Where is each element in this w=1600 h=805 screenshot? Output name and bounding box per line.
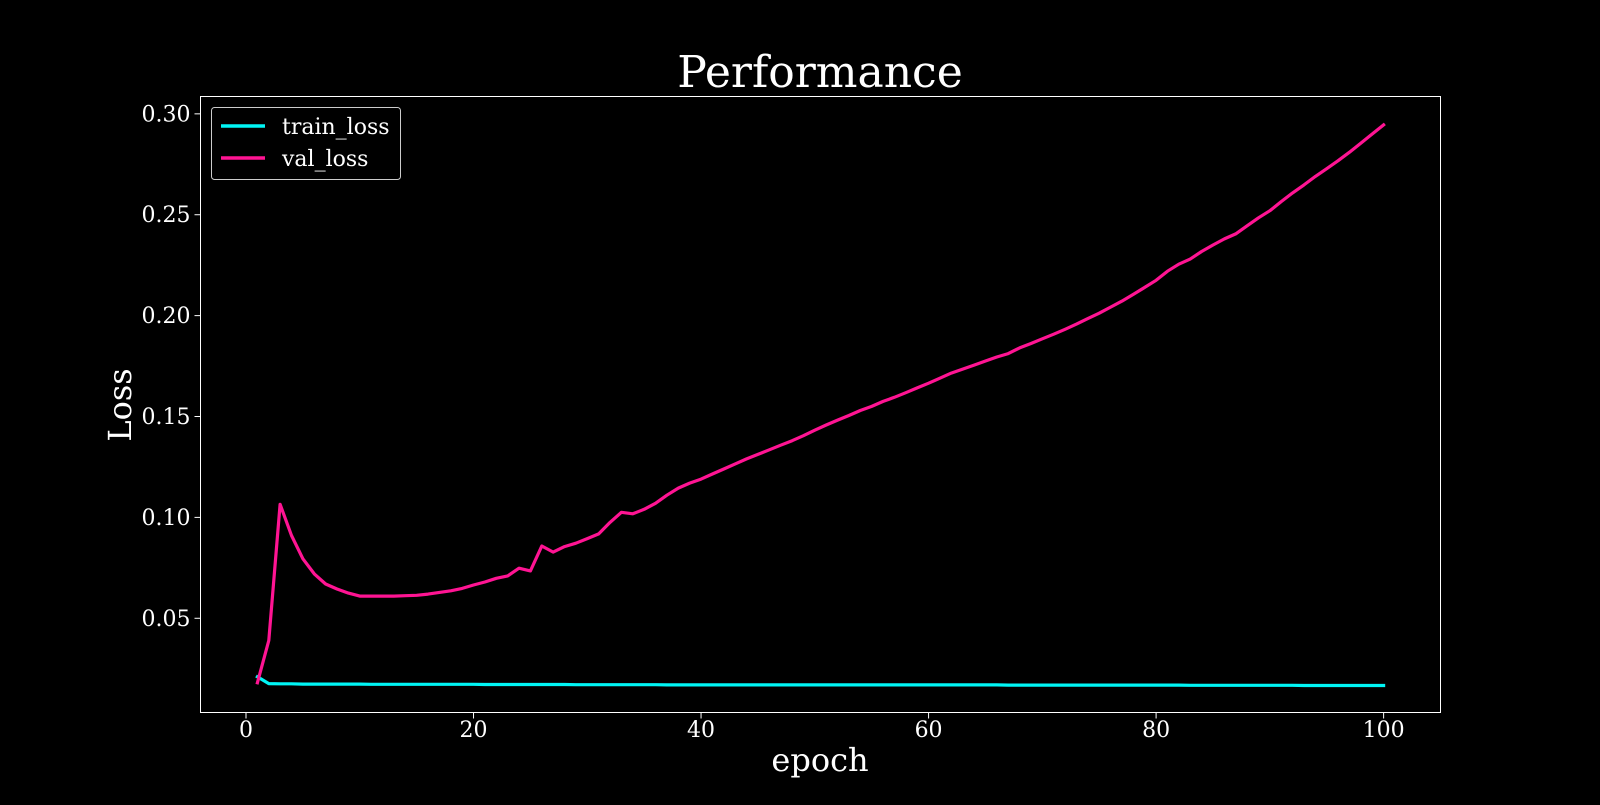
series-layer (255, 122, 1386, 688)
y-tick-label: 0.20 (142, 304, 191, 329)
y-axis-ticks: 0.05 0.10 0.15 0.20 0.25 0.30 (142, 102, 201, 632)
series-line-val-loss (255, 122, 1386, 685)
legend-label-train-loss: train_loss (282, 115, 390, 140)
legend-label-val-loss: val_loss (281, 147, 368, 172)
x-tick-label: 20 (460, 718, 488, 743)
y-tick-label: 0.15 (142, 405, 191, 430)
y-tick-label: 0.25 (142, 203, 191, 228)
legend: train_loss val_loss (211, 107, 401, 180)
y-tick-label: 0.30 (142, 102, 191, 127)
plot-area-frame (200, 96, 1441, 713)
y-tick-label: 0.10 (142, 506, 191, 531)
chart-title: Performance (677, 47, 962, 98)
y-tick-label: 0.05 (142, 607, 191, 632)
series-line-train-loss (255, 674, 1386, 688)
x-axis-ticks: 0 20 40 60 80 100 (239, 712, 1405, 743)
x-axis-label: epoch (771, 741, 868, 779)
y-axis-label: Loss (101, 368, 139, 441)
x-tick-label: 60 (915, 718, 943, 743)
x-tick-label: 100 (1363, 718, 1405, 743)
x-tick-label: 80 (1142, 718, 1170, 743)
x-tick-label: 40 (687, 718, 715, 743)
x-tick-label: 0 (239, 718, 253, 743)
